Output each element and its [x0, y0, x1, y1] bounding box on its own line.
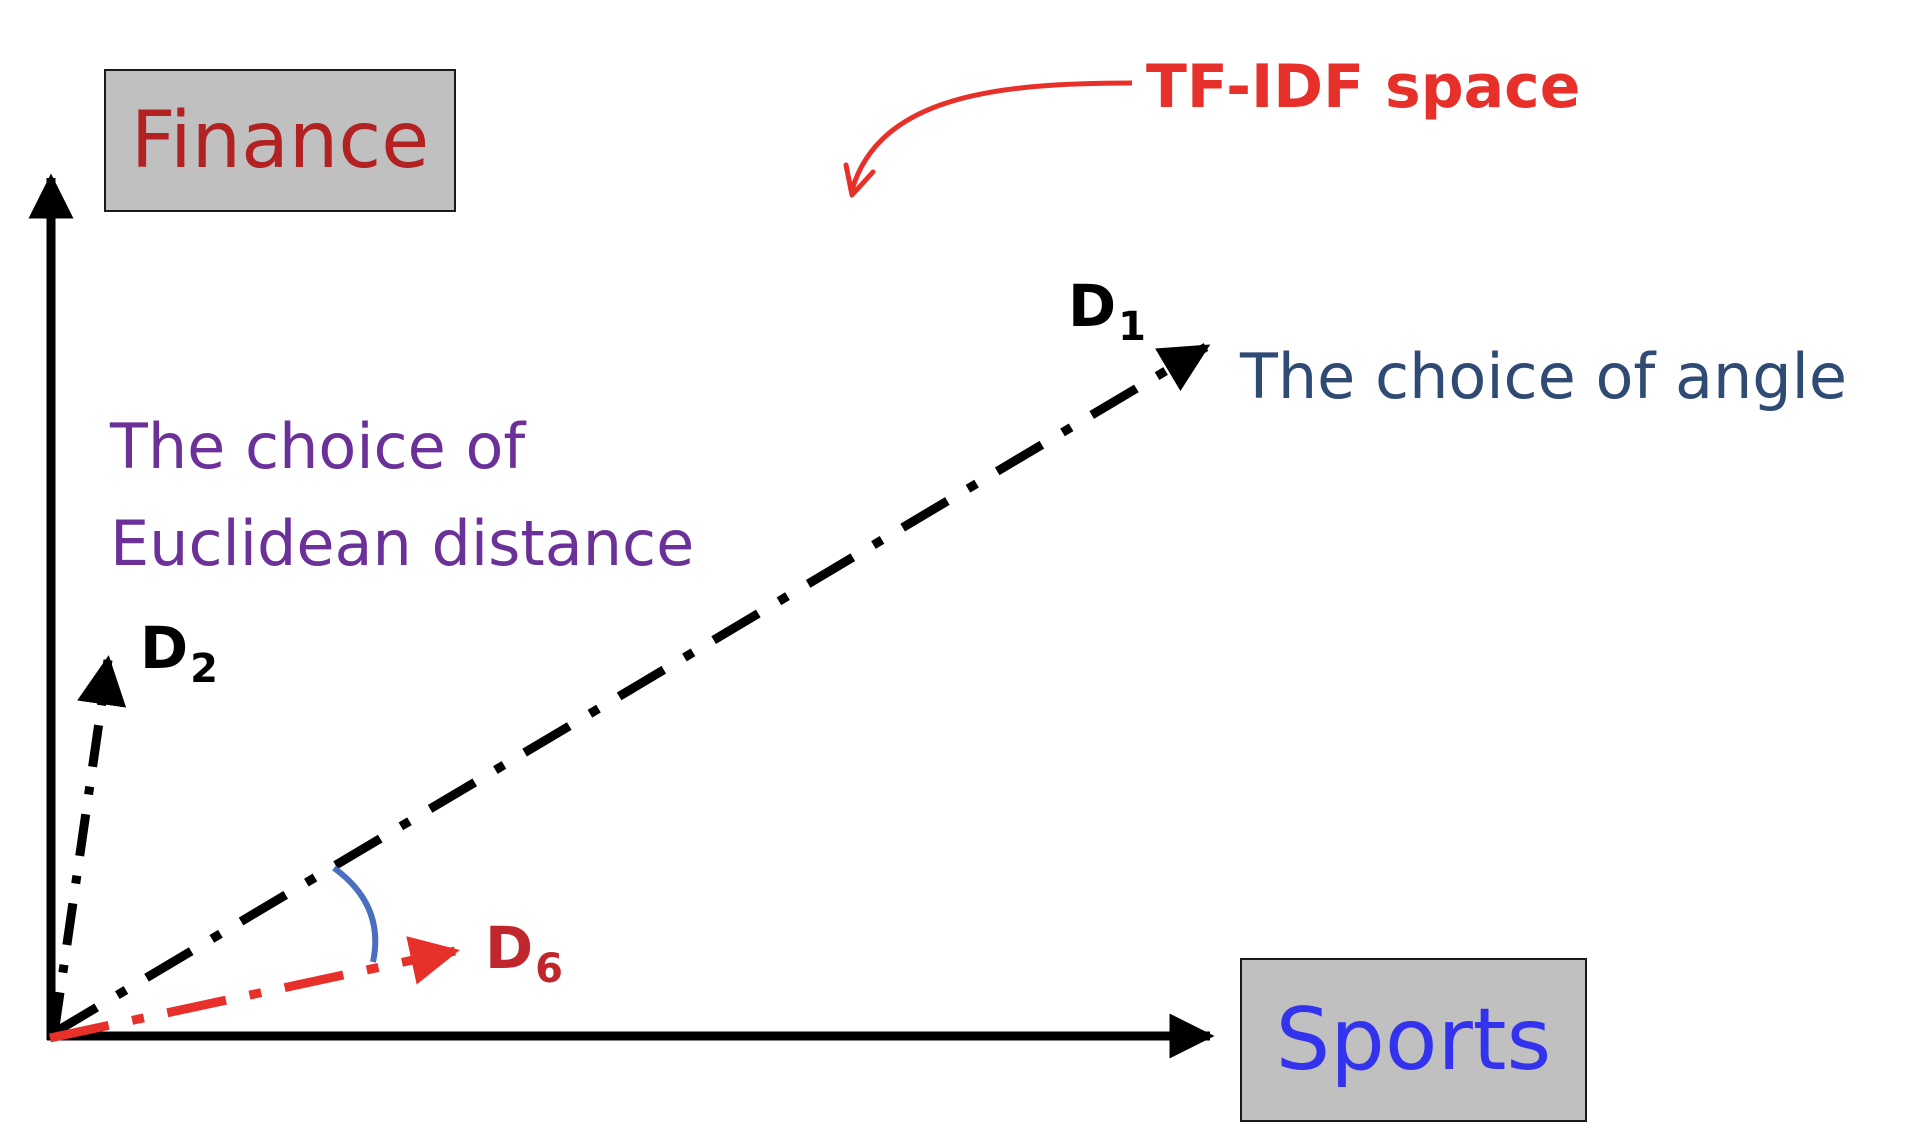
vector-d1-label: D1 [1068, 272, 1146, 350]
tfidf-space-label: TF-IDF space [1146, 52, 1581, 122]
euclidean-annotation-line1: The choice of [110, 410, 526, 483]
vector-d6-letter: D [485, 914, 534, 982]
vector-d6-index: 6 [535, 946, 563, 992]
vector-d2-index: 2 [190, 646, 218, 692]
angle-annotation: The choice of angle [1240, 340, 1847, 413]
sports-axis-label-box: Sports [1240, 958, 1587, 1122]
vector-d6-label: D6 [485, 914, 563, 992]
angle-arc [332, 865, 379, 963]
finance-axis-label-box: Finance [104, 69, 456, 212]
euclidean-annotation-line2: Euclidean distance [110, 507, 695, 580]
vector-d2-label: D2 [140, 614, 218, 692]
vector-d1-index: 1 [1118, 304, 1146, 350]
tfidf-pointer-arrowhead [843, 162, 876, 198]
vector-d1 [49, 343, 1211, 1038]
sports-axis-label: Sports [1275, 990, 1552, 1090]
vector-d2 [49, 655, 127, 1035]
finance-axis-label: Finance [130, 95, 430, 186]
vector-d1-letter: D [1068, 272, 1117, 340]
tfidf-pointer-arrow [849, 80, 1133, 191]
vector-d6 [49, 936, 460, 1043]
vector-d2-letter: D [140, 614, 189, 682]
